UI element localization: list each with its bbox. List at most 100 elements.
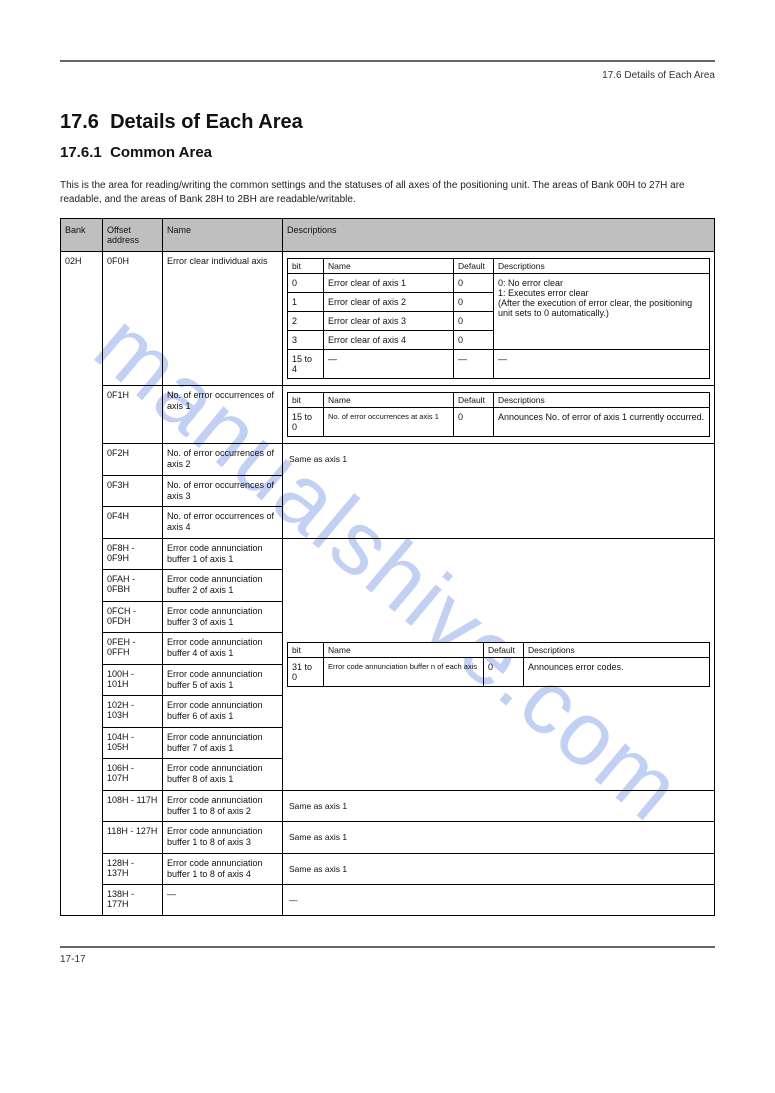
name-cell: Error code annunciation buffer 6 of axis… [163, 696, 283, 728]
offset-cell: 0FCH - 0FDH [103, 601, 163, 633]
inner-def: 0 [454, 312, 494, 331]
inner-name: — [324, 350, 454, 379]
inner-col-desc: Descriptions [494, 259, 710, 274]
inner-def: 0 [454, 293, 494, 312]
offset-cell: 0F2H [103, 444, 163, 476]
desc-cell: Same as axis 1 [283, 822, 715, 854]
inner-header-row: bit Name Default Descriptions [288, 393, 710, 408]
table-row: 0F8H - 0F9H Error code annunciation buff… [61, 538, 715, 570]
table-row: 108H - 117H Error code annunciation buff… [61, 790, 715, 822]
offset-cell: 0FAH - 0FBH [103, 570, 163, 602]
table-header-row: Bank Offset address Name Descriptions [61, 219, 715, 252]
section-title-text: Details of Each Area [110, 111, 303, 133]
offset-cell: 0F1H [103, 386, 163, 444]
offset-cell: 100H - 101H [103, 664, 163, 696]
inner-name: Error code annunciation buffer n of each… [324, 657, 484, 686]
inner-desc: Announces No. of error of axis 1 current… [494, 408, 710, 437]
inner-def: 0 [454, 274, 494, 293]
table-row: 02H 0F0H Error clear individual axis bit… [61, 252, 715, 386]
inner-col-bit: bit [288, 642, 324, 657]
name-cell: Error code annunciation buffer 1 to 8 of… [163, 790, 283, 822]
inner-desc: — [494, 350, 710, 379]
inner-col-name: Name [324, 393, 454, 408]
inner-name: Error clear of axis 1 [324, 274, 454, 293]
inner-bit-table: bit Name Default Descriptions 15 to 0 No… [287, 392, 710, 437]
inner-col-name: Name [324, 259, 454, 274]
inner-bit: 15 to 0 [288, 408, 324, 437]
desc-cell: Same as axis 1 [283, 444, 715, 539]
inner-bit: 2 [288, 312, 324, 331]
name-cell: No. of error occurrences of axis 2 [163, 444, 283, 476]
same-as-text: Same as axis 1 [289, 832, 708, 842]
table-row: 0F2H No. of error occurrences of axis 2 … [61, 444, 715, 476]
name-cell: No. of error occurrences of axis 3 [163, 475, 283, 507]
inner-row: 15 to 4 — — — [288, 350, 710, 379]
inner-def: 0 [484, 657, 524, 686]
inner-col-name: Name [324, 642, 484, 657]
inner-def: — [454, 350, 494, 379]
header-right: 17.6 Details of Each Area [602, 70, 715, 81]
offset-cell: 128H - 137H [103, 853, 163, 885]
inner-bit: 31 to 0 [288, 657, 324, 686]
inner-row: 15 to 0 No. of error occurrences at axis… [288, 408, 710, 437]
inner-desc-line: 0: No error clear [498, 278, 705, 288]
section-title: 17.6 Details of Each Area [60, 111, 715, 134]
inner-col-bit: bit [288, 393, 324, 408]
section-sub-number: 17.6.1 [60, 144, 102, 161]
bottom-divider [60, 946, 715, 948]
table-row: 0F1H No. of error occurrences of axis 1 … [61, 386, 715, 444]
name-cell: No. of error occurrences of axis 1 [163, 386, 283, 444]
inner-bit: 3 [288, 331, 324, 350]
desc-cell: — [283, 885, 715, 916]
col-offset-header: Offset address [103, 219, 163, 252]
offset-cell: 0F3H [103, 475, 163, 507]
desc-cell: Same as axis 1 [283, 790, 715, 822]
name-cell: Error clear individual axis [163, 252, 283, 386]
inner-def: 0 [454, 331, 494, 350]
section-subtitle: 17.6.1 Common Area [60, 144, 715, 161]
name-cell: Error code annunciation buffer 8 of axis… [163, 759, 283, 791]
col-bank-header: Bank [61, 219, 103, 252]
register-table: Bank Offset address Name Descriptions 02… [60, 218, 715, 916]
offset-cell: 118H - 127H [103, 822, 163, 854]
name-cell: Error code annunciation buffer 1 of axis… [163, 538, 283, 570]
inner-bit-table: bit Name Default Descriptions 0 Error cl… [287, 258, 710, 379]
name-cell: Error code annunciation buffer 3 of axis… [163, 601, 283, 633]
inner-name: Error clear of axis 4 [324, 331, 454, 350]
same-as-text: Same as axis 1 [289, 801, 708, 811]
bank-cell: 02H [61, 252, 103, 916]
offset-cell: 108H - 117H [103, 790, 163, 822]
inner-bit: 1 [288, 293, 324, 312]
name-cell: Error code annunciation buffer 4 of axis… [163, 633, 283, 665]
offset-cell: 0FEH - 0FFH [103, 633, 163, 665]
inner-bit-table: bit Name Default Descriptions 31 to 0 Er… [287, 642, 710, 687]
table-row: 138H - 177H — — [61, 885, 715, 916]
same-as-text: — [289, 895, 708, 905]
offset-cell: 106H - 107H [103, 759, 163, 791]
offset-cell: 0F4H [103, 507, 163, 539]
same-as-text: Same as axis 1 [289, 864, 708, 874]
inner-header-row: bit Name Default Descriptions [288, 259, 710, 274]
running-header: 17.6 Details of Each Area [60, 70, 715, 81]
name-cell: Error code annunciation buffer 1 to 8 of… [163, 822, 283, 854]
inner-col-desc: Descriptions [524, 642, 710, 657]
inner-desc: Announces error codes. [524, 657, 710, 686]
inner-name: No. of error occurrences at axis 1 [324, 408, 454, 437]
name-cell: No. of error occurrences of axis 4 [163, 507, 283, 539]
inner-name: Error clear of axis 2 [324, 293, 454, 312]
inner-col-def: Default [454, 259, 494, 274]
intro-paragraph: This is the area for reading/writing the… [60, 179, 715, 206]
page-content: 17.6 Details of Each Area 17.6 Details o… [0, 0, 775, 1005]
col-name-header: Name [163, 219, 283, 252]
inner-name: Error clear of axis 3 [324, 312, 454, 331]
desc-cell: bit Name Default Descriptions 15 to 0 No… [283, 386, 715, 444]
inner-header-row: bit Name Default Descriptions [288, 642, 710, 657]
name-cell: Error code annunciation buffer 5 of axis… [163, 664, 283, 696]
section-number: 17.6 [60, 111, 99, 133]
name-cell: Error code annunciation buffer 1 to 8 of… [163, 853, 283, 885]
page-number: 17-17 [60, 954, 715, 965]
offset-cell: 0F0H [103, 252, 163, 386]
offset-cell: 102H - 103H [103, 696, 163, 728]
inner-bit: 0 [288, 274, 324, 293]
inner-col-bit: bit [288, 259, 324, 274]
